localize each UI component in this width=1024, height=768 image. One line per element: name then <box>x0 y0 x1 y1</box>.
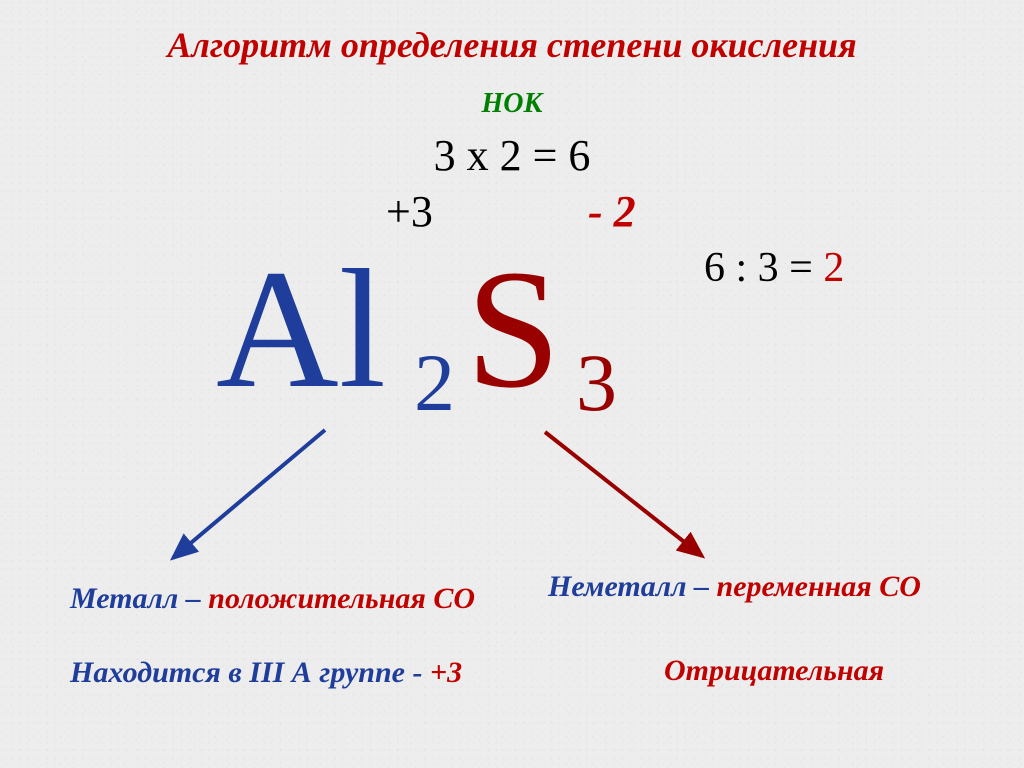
division-equation: 6 : 3 = 2 <box>704 244 844 292</box>
sub-s-text: 3 <box>576 337 617 428</box>
oxidation-al: +3 <box>386 186 433 237</box>
arrow-left <box>173 430 325 558</box>
formula-s: S <box>466 232 561 427</box>
div-rhs: 2 <box>813 245 845 291</box>
metal-group-val: +3 <box>430 656 462 689</box>
lcm-rhs: 6 <box>557 131 590 180</box>
s-text: S <box>466 235 561 423</box>
metal-part1: Металл – <box>70 582 208 615</box>
arrow-right <box>545 432 702 556</box>
div-lhs: 6 : 3 = <box>704 245 813 291</box>
metal-part2: положительная СО <box>208 582 475 615</box>
negative-line: Отрицательная <box>664 654 884 688</box>
oxidation-al-text: +3 <box>386 187 433 236</box>
lcm-lhs: 3 х 2 = <box>434 131 558 180</box>
nok-text: НОК <box>482 88 543 119</box>
oxidation-s-text: - 2 <box>588 187 636 236</box>
lcm-equation: 3 х 2 = 6 <box>0 130 1024 181</box>
lcm-label: НОК <box>0 88 1024 120</box>
page-title: Алгоритм определения степени окисления <box>0 24 1024 66</box>
negative-text: Отрицательная <box>664 654 884 687</box>
metal-line: Металл – положительная СО <box>70 582 475 616</box>
nonmetal-part2: переменная СО <box>717 570 921 603</box>
al-text: Al <box>216 235 386 423</box>
formula-sub-s: 3 <box>576 336 617 430</box>
oxidation-s: - 2 <box>588 186 636 237</box>
formula-sub-al: 2 <box>414 336 455 430</box>
formula-al: Al <box>216 232 386 427</box>
nonmetal-part1: Неметалл – <box>548 570 717 603</box>
nonmetal-line: Неметалл – переменная СО <box>548 570 921 604</box>
metal-group-line: Находится в III А группе - +3 <box>70 656 462 690</box>
metal-group-text: Находится в III А группе - <box>70 656 430 689</box>
title-text: Алгоритм определения степени окисления <box>167 25 856 65</box>
sub-al-text: 2 <box>414 337 455 428</box>
